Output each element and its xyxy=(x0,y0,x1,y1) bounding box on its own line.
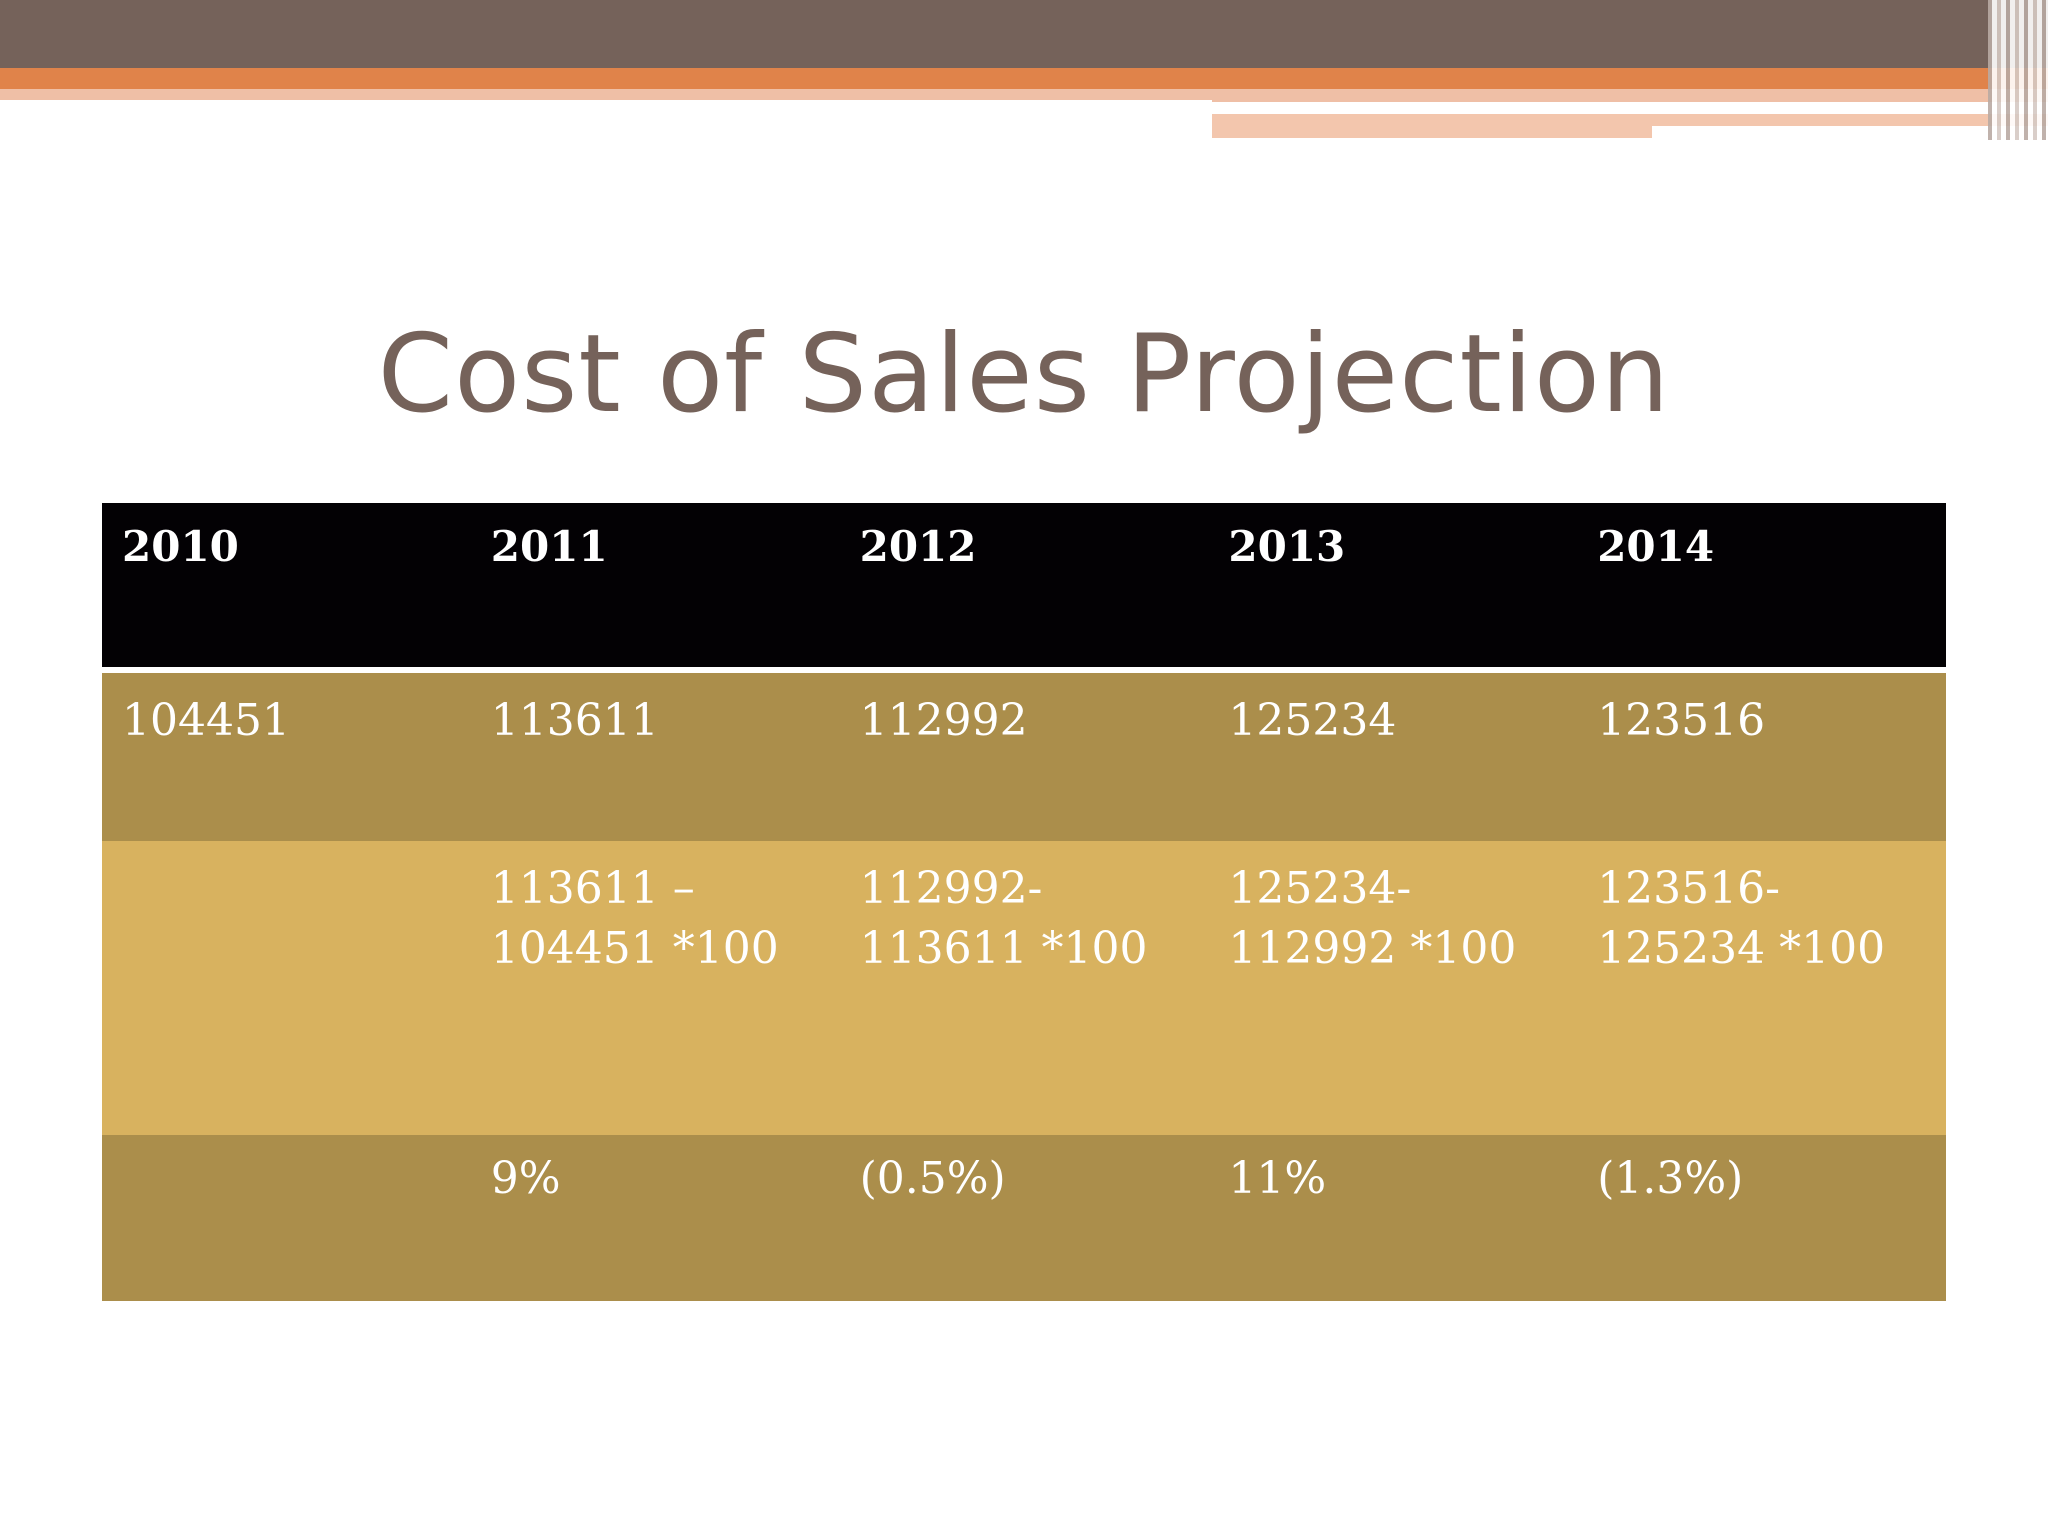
table-cell: 125234 xyxy=(1208,670,1578,841)
header-band-peach-left xyxy=(0,89,1212,100)
header-band-peach-low-short xyxy=(1212,126,1652,138)
table-cell: 112992 xyxy=(839,670,1209,841)
header-cell-2014: 2014 xyxy=(1577,503,1946,673)
table-cell: 11% xyxy=(1208,1135,1578,1301)
header-band-peach-right xyxy=(1212,89,2048,102)
table-cell: 113611 – 104451 *100 xyxy=(470,841,840,1135)
table-row-growth-percent: 9% (0.5%) 11% (1.3%) xyxy=(102,1135,1946,1301)
cost-of-sales-table: 2010 2011 2012 2013 2014 104451 113611 1… xyxy=(102,503,1946,1301)
table-row-growth-formulas: 113611 – 104451 *100 112992- 113611 *100… xyxy=(102,841,1946,1135)
header-cell-2011: 2011 xyxy=(470,503,840,673)
table-cell: 104451 xyxy=(102,670,471,841)
table-cell: 113611 xyxy=(470,670,840,841)
header-cell-2010: 2010 xyxy=(102,503,471,673)
table-cell: (1.3%) xyxy=(1577,1135,1946,1301)
table-cell: 125234- 112992 *100 xyxy=(1208,841,1578,1135)
header-band-divider xyxy=(1212,108,1896,114)
table-header-row: 2010 2011 2012 2013 2014 xyxy=(102,503,1946,673)
table-cell: 112992- 113611 *100 xyxy=(839,841,1209,1135)
table-cell: 123516 xyxy=(1577,670,1946,841)
table-cell: (0.5%) xyxy=(839,1135,1209,1301)
table-cell: 9% xyxy=(470,1135,840,1301)
header-cell-2013: 2013 xyxy=(1208,503,1578,673)
header-stripe-decoration xyxy=(1988,0,2048,140)
header-band-peach-low xyxy=(1212,114,2048,126)
table-row-cost-values: 104451 113611 112992 125234 123516 xyxy=(102,670,1946,841)
header-band-orange xyxy=(0,68,2048,89)
header-band-brown xyxy=(0,0,2048,68)
table-cell xyxy=(102,841,471,1135)
table-cell: 123516- 125234 *100 xyxy=(1577,841,1946,1135)
table-cell xyxy=(102,1135,471,1301)
slide-title: Cost of Sales Projection xyxy=(377,312,1671,437)
header-cell-2012: 2012 xyxy=(839,503,1209,673)
